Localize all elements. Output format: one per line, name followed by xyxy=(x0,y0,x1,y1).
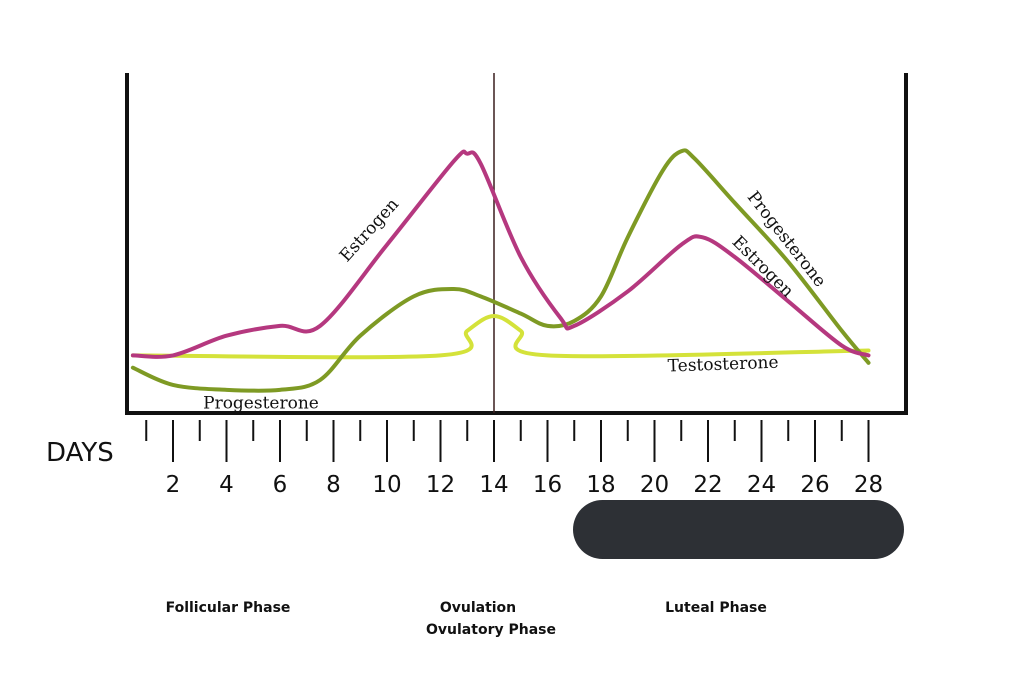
luteal-highlight-bar xyxy=(573,500,904,559)
plot-frame xyxy=(125,73,908,415)
x-tick-label: 12 xyxy=(426,472,455,498)
x-tick-label: 16 xyxy=(533,472,562,498)
phase-label: Follicular Phase xyxy=(166,600,291,616)
x-axis-label: DAYS xyxy=(46,438,114,468)
phase-label: Ovulation xyxy=(440,600,516,616)
series-line-testosterone xyxy=(130,314,871,360)
x-tick-label: 2 xyxy=(166,472,181,498)
x-tick-label: 8 xyxy=(326,472,341,498)
curve-label-testosterone: Testosterone xyxy=(667,353,778,377)
phase-label: Luteal Phase xyxy=(665,600,767,616)
luteal-bar xyxy=(573,500,904,559)
series-lines xyxy=(130,148,871,393)
x-tick-label: 22 xyxy=(693,472,722,498)
x-axis-tick-labels: 2 4 6 8 10 12 14 16 18 20 22 24 26 28 xyxy=(166,472,883,498)
x-tick-label: 6 xyxy=(273,472,288,498)
x-tick-label: 20 xyxy=(640,472,669,498)
x-tick-label: 28 xyxy=(854,472,883,498)
curve-labels: EstrogenProgesteroneProgesteroneEstrogen… xyxy=(203,188,830,414)
x-tick-label: 4 xyxy=(219,472,234,498)
x-tick-label: 18 xyxy=(586,472,615,498)
x-tick-label: 14 xyxy=(479,472,508,498)
x-tick-label: 26 xyxy=(800,472,829,498)
x-tick-label: 10 xyxy=(372,472,401,498)
x-tick-label: 24 xyxy=(747,472,776,498)
phase-labels: Follicular Phase Ovulation Ovulatory Phase… xyxy=(166,600,767,638)
curve-label-estrogen: Estrogen xyxy=(336,194,403,266)
series-line-progesterone xyxy=(130,148,871,393)
curve-label-progesterone: Progesterone xyxy=(203,394,319,414)
x-axis-ticks xyxy=(145,420,870,462)
series-line-estrogen xyxy=(130,149,871,359)
phase-sublabel: Ovulatory Phase xyxy=(426,622,556,638)
